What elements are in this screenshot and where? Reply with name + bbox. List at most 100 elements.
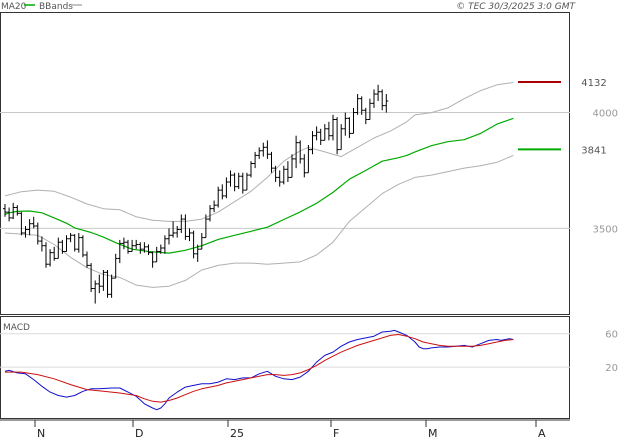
ohlc-bar (11, 202, 16, 220)
ohlc-bar (109, 274, 114, 298)
ohlc-bar (23, 226, 28, 238)
ohlc-bar (298, 140, 303, 164)
ohlc-bar (121, 237, 126, 250)
ohlc-bar (138, 242, 143, 254)
ohlc-bar (249, 161, 253, 178)
ohlc-bar (380, 89, 385, 111)
ohlc-bar (154, 246, 159, 263)
ohlc-bar (306, 144, 311, 174)
price-tick-label: 4000 (593, 109, 618, 120)
ohlc-bar (64, 235, 69, 252)
ohlc-bar (220, 184, 225, 200)
ma20-line (4, 117, 514, 254)
legend-ma20-label: MA20 (1, 2, 27, 12)
support-level-label: 3841 (581, 145, 606, 156)
ohlc-bar (216, 186, 221, 208)
ohlc-bar (27, 219, 32, 236)
ohlc-bar (372, 89, 376, 108)
ohlc-bar (359, 96, 364, 115)
ohlc-bar (310, 131, 315, 155)
ohlc-bar (97, 274, 102, 294)
month-label: A (538, 427, 546, 440)
price-levels: 4132 3841 (518, 78, 607, 156)
ohlc-bar (253, 151, 258, 169)
ohlc-bar (56, 237, 61, 259)
ohlc-bar (72, 234, 77, 252)
ohlc-bar (199, 232, 204, 250)
ohlc-bar (3, 204, 7, 217)
ohlc-bar (326, 121, 331, 141)
ohlc-bar (31, 216, 36, 229)
month-label: D (135, 427, 143, 440)
ohlc-bar (281, 165, 286, 185)
ohlc-bar (142, 242, 147, 253)
ohlc-bar (273, 165, 278, 183)
ohlc-bar (376, 84, 381, 101)
ohlc-bar (318, 128, 323, 145)
ohlc-bar (269, 151, 274, 173)
ohlc-bar (179, 214, 184, 233)
month-label: 25 (230, 427, 244, 440)
ohlc-bar (130, 239, 135, 252)
ohlc-bar (384, 94, 389, 113)
price-panel-frame (0, 12, 570, 315)
ohlc-bar (335, 117, 340, 155)
price-bars (3, 84, 389, 304)
ohlc-bar (85, 251, 89, 268)
ohlc-bar (208, 205, 212, 222)
ohlc-bar (162, 235, 167, 254)
ma20-polyline (4, 117, 514, 254)
ohlc-bar (257, 147, 262, 159)
ohlc-bar (89, 263, 94, 293)
ohlc-bar (203, 214, 208, 239)
ohlc-bar (236, 172, 241, 189)
ohlc-bar (44, 242, 48, 268)
ohlc-bar (7, 207, 12, 222)
ohlc-bar (35, 222, 40, 245)
ohlc-bar (150, 251, 155, 268)
resistance-level-label: 4132 (581, 78, 606, 89)
ohlc-bar (126, 239, 130, 254)
ohlc-bar (285, 161, 290, 183)
ohlc-bar (134, 239, 139, 250)
macd-panel-label: MACD (3, 323, 30, 333)
ohlc-bar (212, 200, 217, 213)
ohlc-bar (261, 142, 266, 157)
ohlc-bar (240, 172, 245, 194)
legend-bbands-label: BBands (39, 2, 73, 12)
ohlc-bar (290, 154, 294, 178)
ohlc-bar (15, 205, 20, 216)
ohlc-bar (228, 170, 233, 187)
macd-tick-label: 60 (605, 330, 618, 341)
bb-upper-line (4, 82, 514, 222)
ohlc-bar (101, 270, 106, 291)
ohlc-bar (117, 239, 122, 264)
ohlc-bar (175, 226, 180, 238)
gridlines (0, 112, 570, 368)
month-label: F (333, 427, 339, 440)
ohlc-bar (39, 236, 44, 252)
ohlc-bar (93, 280, 98, 304)
ohlc-bar (171, 221, 176, 238)
ohlc-bar (277, 170, 282, 187)
ohlc-bar (314, 126, 319, 141)
ohlc-bar (191, 230, 196, 259)
ohlc-bar (167, 228, 171, 245)
macd-tick-label: 20 (605, 363, 618, 374)
copyright-stamp: © TEC 30/3/2025 3:0 GMT (456, 2, 576, 12)
ohlc-bar (265, 140, 270, 159)
ohlc-bar (146, 244, 151, 255)
signal-line (5, 334, 514, 403)
ohlc-bar (331, 114, 335, 141)
ohlc-bar (80, 235, 85, 258)
price-tick-label: 3500 (593, 224, 618, 235)
axis-labels: 3500 4000 20 60 N D 25 F M A (34, 109, 618, 440)
ohlc-bar (195, 244, 200, 262)
ohlc-bar (224, 177, 229, 199)
ohlc-bar (48, 249, 53, 267)
ohlc-bar (351, 107, 356, 134)
ohlc-bar (76, 232, 81, 253)
ohlc-bar (347, 117, 352, 139)
ohlc-bar (302, 154, 307, 178)
